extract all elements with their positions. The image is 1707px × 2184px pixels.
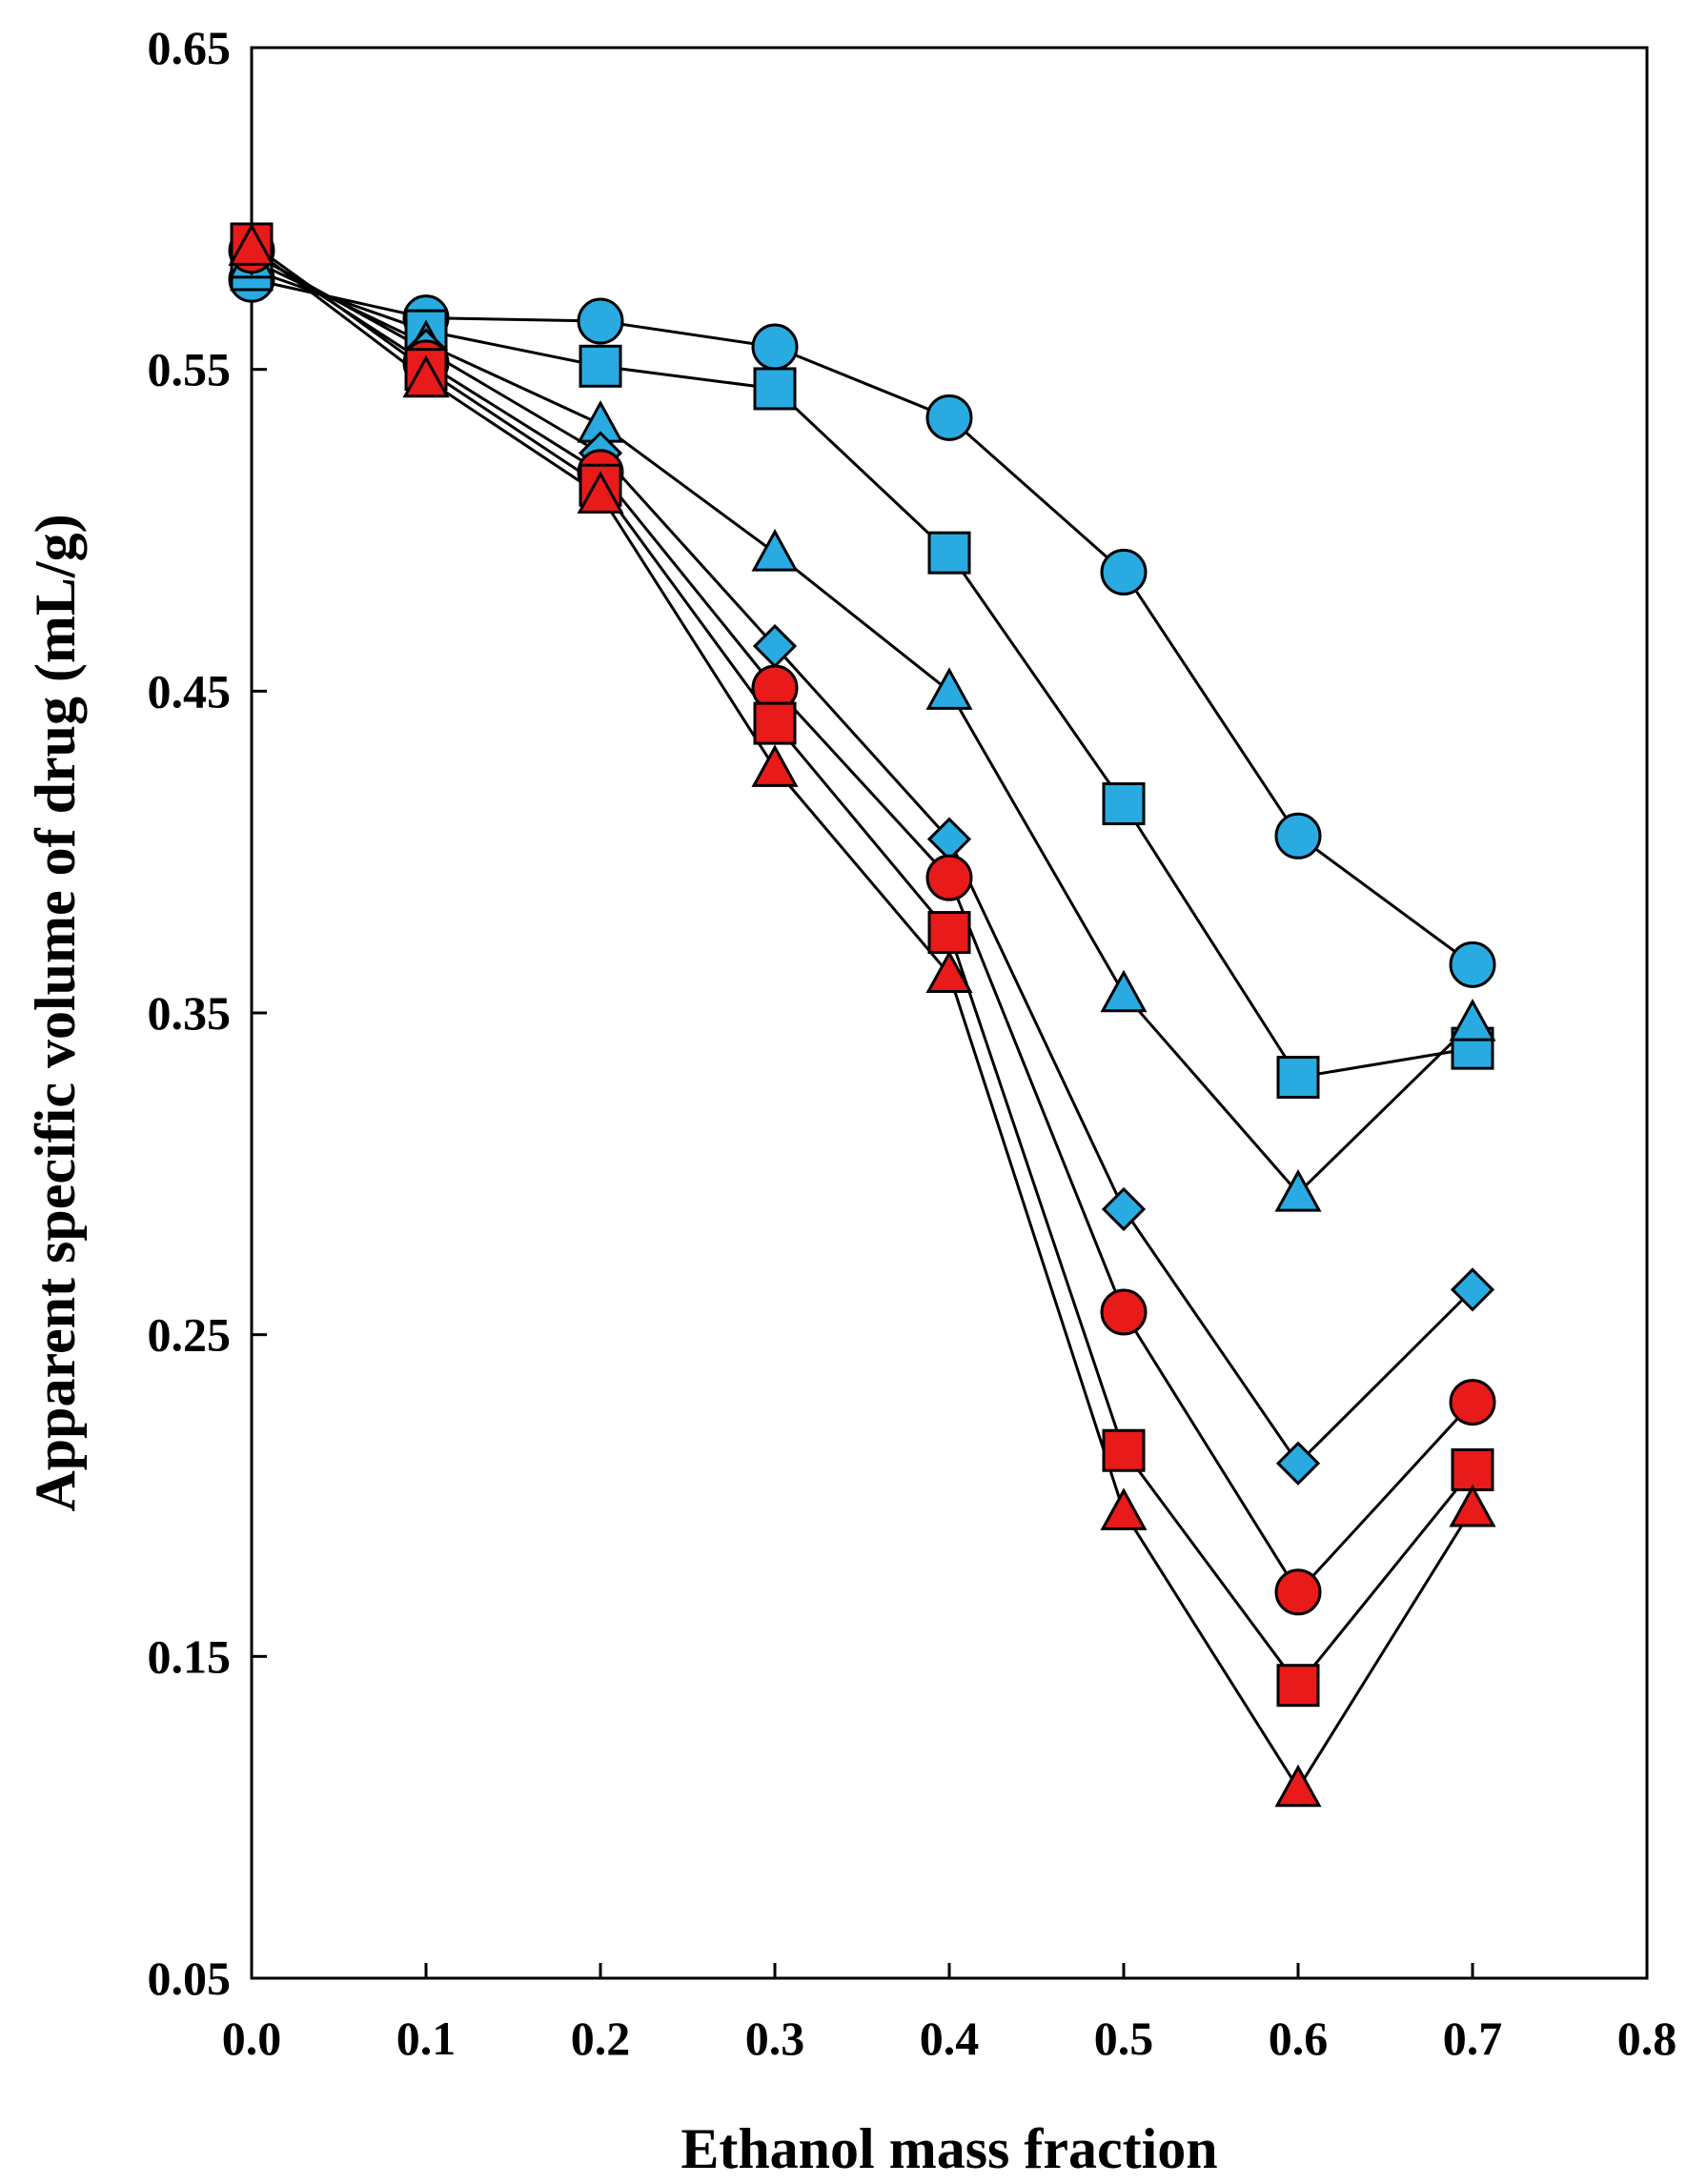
- data-point-cyan-triangle: [1100, 969, 1148, 1013]
- data-point-cyan-triangle: [1274, 1168, 1322, 1212]
- data-point-cyan-triangle: [751, 529, 799, 572]
- x-tick-label: 0.4: [920, 2012, 980, 2065]
- data-point-cyan-square: [579, 344, 622, 388]
- x-tick-label: 0.7: [1443, 2012, 1503, 2065]
- data-point-cyan-circle: [925, 394, 973, 441]
- data-point-cyan-circle: [1274, 812, 1322, 859]
- data-point-cyan-circle: [1449, 940, 1496, 988]
- series-line-red-square: [251, 242, 1474, 1688]
- data-point-red-triangle: [228, 223, 275, 266]
- data-point-red-circle: [1449, 1379, 1496, 1426]
- data-point-red-circle: [1274, 1568, 1322, 1616]
- series-line-cyan-triangle: [251, 258, 1474, 1195]
- data-point-red-square: [927, 911, 971, 955]
- data-point-red-circle: [1100, 1288, 1148, 1336]
- data-point-red-square: [1276, 1664, 1320, 1708]
- data-point-red-square: [753, 701, 797, 745]
- data-point-cyan-square: [753, 367, 797, 411]
- series-line-cyan-diamond: [251, 252, 1474, 1466]
- data-point-cyan-diamond: [1275, 1441, 1321, 1486]
- y-axis-ticks: 0.05 0.15 0.25 0.35 0.45 0.55 0.65: [148, 21, 267, 2005]
- y-tick-label: 0.35: [148, 986, 232, 1040]
- y-axis-title: Apparent specific volume of drug (mL/g): [24, 514, 87, 1511]
- data-point-cyan-circle: [751, 323, 799, 371]
- x-tick-label: 0.5: [1094, 2012, 1154, 2065]
- data-point-red-triangle: [925, 950, 973, 993]
- y-tick-label: 0.25: [148, 1308, 232, 1362]
- data-point-cyan-triangle: [1449, 999, 1496, 1041]
- y-tick-label: 0.05: [148, 1951, 232, 2005]
- data-point-cyan-square: [927, 531, 971, 575]
- x-tick-label: 0.3: [745, 2012, 805, 2065]
- data-point-cyan-square: [1276, 1056, 1320, 1100]
- y-tick-label: 0.45: [148, 664, 232, 718]
- data-point-red-triangle: [1274, 1764, 1322, 1808]
- series-line-red-circle: [251, 249, 1474, 1594]
- series-line-cyan-circle: [251, 277, 1473, 966]
- series-line-red-triangle: [251, 246, 1474, 1790]
- data-point-cyan-circle: [577, 297, 624, 345]
- x-axis-title: Ethanol mass fraction: [681, 2117, 1217, 2180]
- data-point-red-triangle: [751, 744, 799, 787]
- x-tick-label: 0.1: [396, 2012, 457, 2065]
- series-markers: [228, 222, 1496, 1808]
- data-point-red-square: [1102, 1428, 1146, 1472]
- data-point-red-triangle: [1449, 1484, 1496, 1527]
- x-tick-label: 0.6: [1269, 2012, 1329, 2065]
- x-tick-label: 0.0: [222, 2012, 282, 2065]
- data-point-red-square: [1451, 1447, 1494, 1491]
- data-point-cyan-diamond: [1101, 1186, 1147, 1232]
- data-point-cyan-diamond: [1450, 1267, 1495, 1312]
- x-tick-label: 0.2: [571, 2012, 631, 2065]
- data-point-cyan-triangle: [925, 667, 973, 710]
- data-point-red-triangle: [577, 471, 624, 514]
- y-tick-label: 0.65: [148, 21, 232, 74]
- data-point-cyan-circle: [1100, 548, 1148, 596]
- series-lines: [251, 242, 1474, 1790]
- data-point-red-triangle: [1100, 1487, 1148, 1530]
- x-axis-ticks: 0.0 0.1 0.2 0.3 0.4 0.5 0.6 0.7 0.8: [222, 1963, 1677, 2065]
- y-tick-label: 0.15: [148, 1629, 232, 1683]
- series-line-cyan-square: [251, 268, 1473, 1079]
- data-point-red-triangle: [402, 354, 450, 398]
- data-point-cyan-square: [1102, 782, 1146, 826]
- data-point-red-circle: [925, 854, 973, 901]
- y-tick-label: 0.55: [148, 343, 232, 396]
- x-tick-label: 0.8: [1617, 2012, 1677, 2065]
